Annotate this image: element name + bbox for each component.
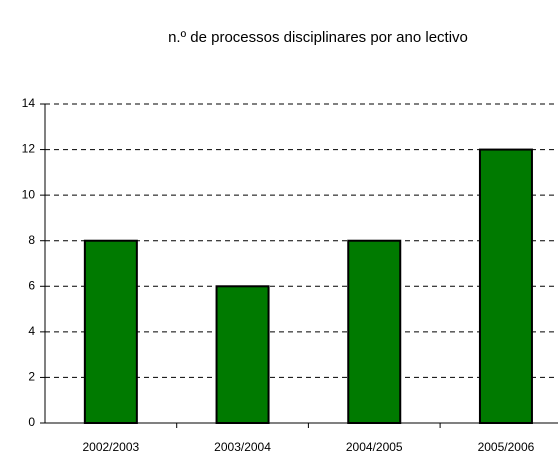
x-tick-label: 2002/2003 [82, 440, 139, 454]
x-tick-label: 2005/2006 [478, 440, 535, 454]
bar [215, 285, 270, 424]
x-tick-label: 2003/2004 [214, 440, 271, 454]
chart-title: n.º de processos disciplinares por ano l… [168, 29, 468, 46]
y-tick-label: 0 [28, 415, 35, 429]
y-tick-label: 10 [22, 187, 36, 201]
y-tick-label: 12 [22, 142, 36, 156]
y-tick-label: 2 [28, 370, 35, 384]
x-tick-label: 2004/2005 [346, 440, 403, 454]
y-tick-label: 4 [28, 324, 35, 338]
bar [83, 239, 138, 424]
bar [478, 148, 533, 424]
y-tick-label: 6 [28, 278, 35, 292]
y-tick-label: 14 [22, 96, 36, 110]
y-tick-label: 8 [28, 233, 35, 247]
bar [347, 239, 402, 424]
